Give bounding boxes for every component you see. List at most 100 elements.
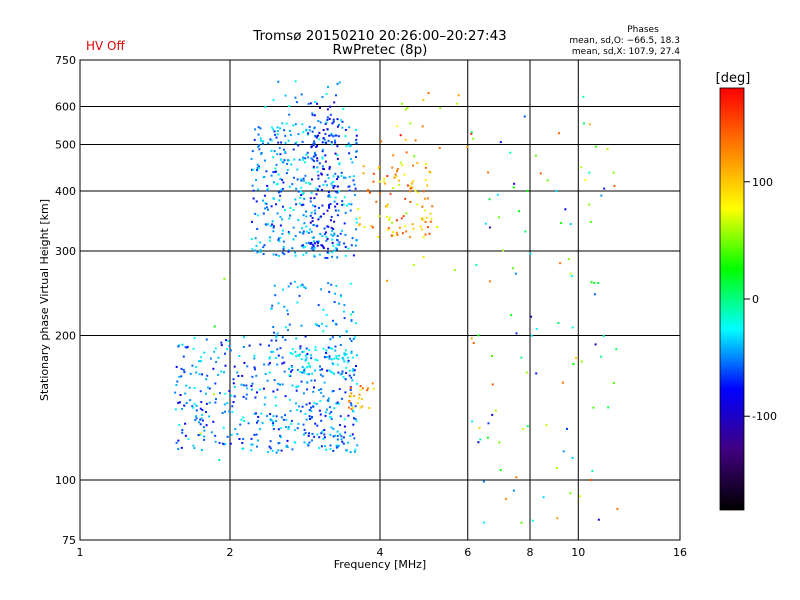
- echo-point: [176, 380, 179, 383]
- echo-point: [311, 178, 313, 181]
- echo-point: [397, 179, 400, 182]
- echo-point: [229, 442, 232, 445]
- echo-point: [308, 373, 310, 376]
- echo-point: [613, 184, 616, 187]
- echo-point: [334, 292, 337, 295]
- echo-point: [269, 440, 272, 443]
- echo-point: [297, 355, 300, 357]
- echo-point: [326, 257, 329, 259]
- echo-point: [343, 176, 345, 179]
- echo-point: [228, 410, 231, 413]
- echo-point: [221, 412, 224, 414]
- echo-point: [291, 247, 294, 250]
- echo-point: [278, 147, 281, 150]
- echo-point: [268, 356, 271, 359]
- echo-point: [287, 159, 289, 162]
- echo-point: [328, 134, 331, 137]
- echo-point: [424, 221, 427, 223]
- echo-point: [491, 355, 493, 357]
- echo-point: [324, 122, 327, 125]
- echo-point: [286, 169, 289, 171]
- echo-point: [333, 249, 336, 252]
- echo-point: [334, 134, 337, 137]
- echo-point: [555, 190, 558, 193]
- echo-point: [311, 220, 314, 223]
- echo-point: [310, 247, 313, 250]
- echo-point: [302, 253, 305, 256]
- echo-point: [616, 507, 619, 510]
- echo-point: [327, 397, 330, 400]
- echo-point: [328, 205, 330, 208]
- echo-point: [298, 294, 301, 297]
- echo-point: [287, 313, 289, 316]
- echo-point: [343, 317, 346, 320]
- echo-point: [336, 430, 339, 433]
- echo-point: [270, 149, 273, 152]
- echo-point: [331, 184, 334, 187]
- echo-point: [252, 197, 255, 200]
- echo-point: [240, 418, 243, 421]
- echo-point: [404, 197, 407, 200]
- echo-point: [316, 241, 319, 244]
- echo-point: [266, 184, 269, 187]
- echo-point: [343, 418, 346, 421]
- echo-point: [591, 470, 594, 473]
- echo-point: [223, 277, 226, 280]
- echo-point: [335, 247, 337, 250]
- echo-point: [335, 323, 338, 326]
- echo-point: [583, 122, 585, 125]
- echo-point: [250, 449, 253, 452]
- echo-point: [284, 151, 286, 153]
- echo-point: [306, 151, 309, 154]
- echo-point: [345, 353, 348, 356]
- echo-point: [412, 227, 415, 230]
- echo-point: [325, 448, 328, 451]
- echo-point: [307, 241, 310, 244]
- echo-point: [496, 193, 499, 196]
- echo-point: [297, 385, 300, 388]
- echo-point: [322, 183, 325, 186]
- echo-point: [301, 227, 303, 230]
- echo-point: [391, 166, 394, 169]
- echo-point: [262, 176, 265, 179]
- echo-point: [347, 414, 350, 417]
- echo-point: [297, 219, 300, 222]
- echo-point: [224, 442, 227, 445]
- echo-point: [341, 370, 344, 373]
- echo-point: [200, 449, 203, 451]
- echo-point: [569, 492, 572, 495]
- echo-point: [280, 436, 282, 439]
- echo-point: [254, 396, 257, 399]
- echo-point: [258, 166, 260, 169]
- echo-point: [409, 122, 412, 125]
- echo-point: [308, 402, 311, 405]
- echo-point: [310, 417, 313, 420]
- x-tick-label: 1: [77, 546, 84, 559]
- echo-point: [337, 135, 340, 138]
- echo-point: [342, 107, 345, 110]
- echo-point: [372, 387, 375, 390]
- echo-point: [287, 426, 290, 429]
- echo-point: [346, 204, 348, 207]
- echo-point: [304, 245, 307, 248]
- echo-point: [350, 392, 353, 395]
- echo-point: [314, 135, 317, 138]
- echo-point: [323, 233, 326, 236]
- echo-point: [281, 218, 284, 221]
- echo-point: [265, 223, 268, 226]
- echo-point: [323, 381, 326, 384]
- echo-point: [353, 336, 356, 339]
- echo-point: [275, 136, 278, 139]
- echo-point: [329, 444, 332, 447]
- echo-point: [274, 133, 277, 136]
- echo-point: [258, 148, 261, 151]
- echo-point: [204, 392, 207, 395]
- echo-point: [395, 219, 398, 222]
- echo-point: [355, 322, 357, 325]
- echo-point: [399, 134, 402, 137]
- echo-point: [281, 122, 284, 125]
- echo-point: [326, 118, 329, 121]
- echo-point: [324, 133, 327, 135]
- echo-point: [299, 284, 302, 287]
- echo-point: [396, 168, 399, 171]
